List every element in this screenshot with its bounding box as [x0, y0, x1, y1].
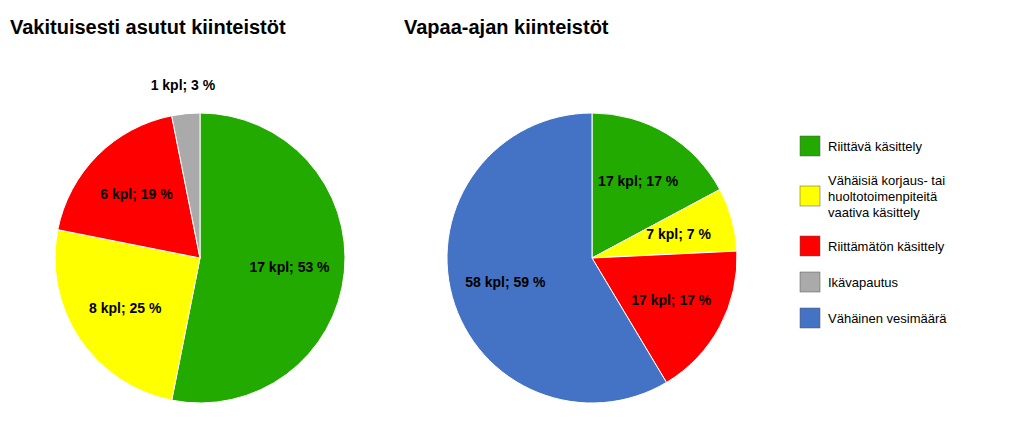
pie-slice [592, 113, 720, 258]
data-label: 7 kpl; 7 % [646, 226, 711, 242]
data-label: 1 kpl; 3 % [151, 77, 216, 93]
legend-label: Vähäisiä korjaus- taihuoltotoimenpiteitä… [828, 173, 945, 220]
legend-label: Riittävä käsittely [828, 139, 922, 154]
data-label: 17 kpl; 53 % [249, 259, 330, 275]
data-label: 8 kpl; 25 % [89, 300, 162, 316]
chart-title: Vapaa-ajan kiinteistöt [404, 16, 609, 38]
data-label: 17 kpl; 17 % [631, 292, 712, 308]
legend-label: Riittämätön käsittely [828, 239, 945, 254]
legend-swatch [800, 308, 820, 328]
pie-slice [55, 230, 200, 401]
legend-swatch [800, 236, 820, 256]
data-label: 17 kpl; 17 % [598, 173, 679, 189]
data-label: 58 kpl; 59 % [465, 274, 546, 290]
chart-root: Vakituisesti asutut kiinteistöt 17 kpl; 5… [0, 0, 1023, 444]
legend: Riittävä käsittely Vähäisiä korjaus- taih… [800, 136, 947, 328]
legend-label: Ikävapautus [828, 275, 899, 290]
chart-title: Vakituisesti asutut kiinteistöt [10, 16, 286, 38]
pie: 17 kpl; 17 % 7 kpl; 7 % 17 kpl; 17 % 58 kpl… [447, 113, 737, 403]
pie-slice [447, 113, 666, 403]
pie-slice [592, 190, 737, 258]
data-label: 6 kpl; 19 % [100, 186, 173, 202]
pie-slice [172, 113, 200, 258]
legend-swatch [800, 272, 820, 292]
legend-swatch [800, 186, 820, 206]
legend-swatch [800, 136, 820, 156]
pie: 17 kpl; 53 % 8 kpl; 25 % 6 kpl; 19 % 1 kpl;… [55, 77, 345, 403]
legend-label: Vähäinen vesimäärä [828, 311, 947, 326]
